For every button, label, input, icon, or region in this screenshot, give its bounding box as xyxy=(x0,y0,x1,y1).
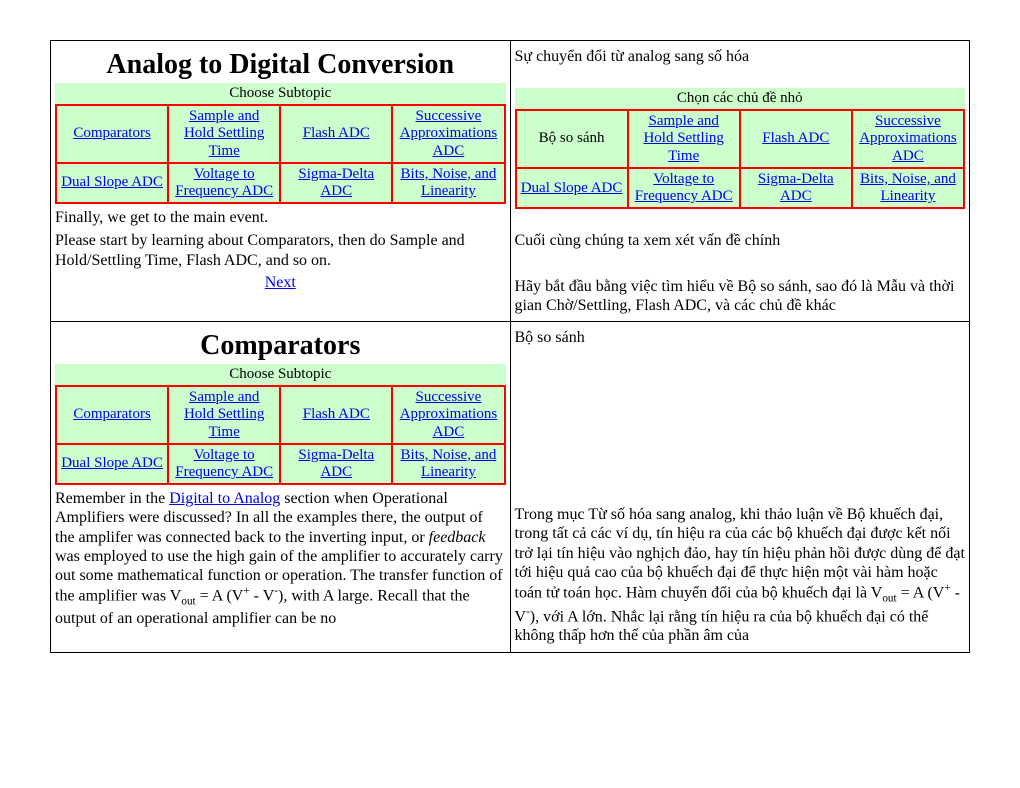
link-bits-noise[interactable]: Bits, Noise, and Linearity xyxy=(401,166,497,199)
intro-p1: Finally, we get to the main event. xyxy=(55,208,506,227)
nav-grid-left-2: Comparators Sample and Hold Settling Tim… xyxy=(55,385,506,485)
nav-bits-noise-vn[interactable]: Bits, Noise, and Linearity xyxy=(852,168,964,209)
nav-grid-left-1: Comparators Sample and Hold Settling Tim… xyxy=(55,104,506,204)
section-2-left-cell: Comparators Choose Subtopic Comparators … xyxy=(51,322,511,653)
nav-comparators[interactable]: Comparators xyxy=(56,105,168,163)
link-comparators[interactable]: Comparators xyxy=(73,125,150,141)
nav-dual-slope[interactable]: Dual Slope ADC xyxy=(56,163,168,204)
link-sigma-delta-vn[interactable]: Sigma-Delta ADC xyxy=(758,171,834,204)
p-mid3-vn: ), với A lớn. Nhắc lại rằng tín hiệu ra … xyxy=(515,608,929,644)
link-sigma-delta[interactable]: Sigma-Delta ADC xyxy=(298,166,374,199)
right-title-1: Sự chuyển đổi từ analog sang số hóa xyxy=(515,47,966,66)
link2-bits-noise[interactable]: Bits, Noise, and Linearity xyxy=(401,447,497,480)
p-mid-vn: = A (V xyxy=(897,584,945,601)
nav-comparators-vn[interactable]: Bộ so sánh xyxy=(516,110,628,168)
intro-p2-vn: Hãy bắt đầu bằng việc tìm hiểu về Bộ so … xyxy=(515,277,966,315)
sub-out-vn: out xyxy=(882,592,896,604)
nav-flash-adc[interactable]: Flash ADC xyxy=(280,105,392,163)
nav-flash-adc-vn[interactable]: Flash ADC xyxy=(740,110,852,168)
nav2-vtof[interactable]: Voltage to Frequency ADC xyxy=(168,444,280,485)
section-1-left-cell: Analog to Digital Conversion Choose Subt… xyxy=(51,41,511,322)
p-mid2: - V xyxy=(250,588,275,605)
choose-subtopic-label-2: Choose Subtopic xyxy=(55,364,506,385)
nav-dual-slope-vn[interactable]: Dual Slope ADC xyxy=(516,168,628,209)
nav2-comparators[interactable]: Comparators xyxy=(56,386,168,444)
outer-table: Analog to Digital Conversion Choose Subt… xyxy=(50,40,970,653)
comparators-paragraph-vn: Trong mục Từ số hóa sang analog, khi thả… xyxy=(515,505,966,645)
section-1-row: Analog to Digital Conversion Choose Subt… xyxy=(51,41,970,322)
nav-sample-hold-vn[interactable]: Sample and Hold Settling Time xyxy=(628,110,740,168)
nav-successive-vn[interactable]: Successive Approximations ADC xyxy=(852,110,964,168)
link-dual-slope-vn[interactable]: Dual Slope ADC xyxy=(521,180,623,196)
feedback-em: feedback xyxy=(429,529,486,546)
link2-comparators[interactable]: Comparators xyxy=(73,406,150,422)
nav-successive[interactable]: Successive Approximations ADC xyxy=(392,105,504,163)
link2-sample-hold[interactable]: Sample and Hold Settling Time xyxy=(184,389,264,440)
intro-p1-vn: Cuối cùng chúng ta xem xét vấn đề chính xyxy=(515,231,966,250)
link-successive-vn[interactable]: Successive Approximations ADC xyxy=(859,113,957,164)
nav-bits-noise[interactable]: Bits, Noise, and Linearity xyxy=(392,163,504,204)
nav2-successive[interactable]: Successive Approximations ADC xyxy=(392,386,504,444)
page-title: Analog to Digital Conversion xyxy=(55,49,506,81)
link2-vtof[interactable]: Voltage to Frequency ADC xyxy=(175,447,273,480)
link2-dual-slope[interactable]: Dual Slope ADC xyxy=(61,455,163,471)
section-2-right-cell: Bộ so sánh Trong mục Từ số hóa sang anal… xyxy=(510,322,970,653)
intro-p2: Please start by learning about Comparato… xyxy=(55,231,506,269)
nav2-flash-adc[interactable]: Flash ADC xyxy=(280,386,392,444)
next-link[interactable]: Next xyxy=(265,274,296,291)
link-flash-adc-vn[interactable]: Flash ADC xyxy=(762,130,829,146)
sub-out: out xyxy=(181,596,195,608)
link-sample-hold[interactable]: Sample and Hold Settling Time xyxy=(184,108,264,159)
link2-flash-adc[interactable]: Flash ADC xyxy=(303,406,370,422)
nav-vtof[interactable]: Voltage to Frequency ADC xyxy=(168,163,280,204)
nav-grid-right-1: Bộ so sánh Sample and Hold Settling Time… xyxy=(515,109,966,209)
nav2-sigma-delta[interactable]: Sigma-Delta ADC xyxy=(280,444,392,485)
comparators-title: Comparators xyxy=(55,330,506,362)
link-dual-slope[interactable]: Dual Slope ADC xyxy=(61,174,163,190)
right-title-2: Bộ so sánh xyxy=(515,328,966,347)
nav2-dual-slope[interactable]: Dual Slope ADC xyxy=(56,444,168,485)
nav-sigma-delta-vn[interactable]: Sigma-Delta ADC xyxy=(740,168,852,209)
nav-sample-hold[interactable]: Sample and Hold Settling Time xyxy=(168,105,280,163)
text-comparators-vn: Bộ so sánh xyxy=(539,130,605,146)
nav2-bits-noise[interactable]: Bits, Noise, and Linearity xyxy=(392,444,504,485)
comparators-paragraph: Remember in the Digital to Analog sectio… xyxy=(55,489,506,628)
choose-subtopic-label-vn: Chọn các chủ đề nhỏ xyxy=(515,88,966,109)
digital-to-analog-link[interactable]: Digital to Analog xyxy=(169,490,280,507)
p-pre: Remember in the xyxy=(55,490,169,507)
choose-subtopic-label: Choose Subtopic xyxy=(55,83,506,104)
link-flash-adc[interactable]: Flash ADC xyxy=(303,125,370,141)
link2-sigma-delta[interactable]: Sigma-Delta ADC xyxy=(298,447,374,480)
next-wrapper: Next xyxy=(55,274,506,292)
link-successive[interactable]: Successive Approximations ADC xyxy=(400,108,498,159)
link2-successive[interactable]: Successive Approximations ADC xyxy=(400,389,498,440)
nav-vtof-vn[interactable]: Voltage to Frequency ADC xyxy=(628,168,740,209)
link-sample-hold-vn[interactable]: Sample and Hold Settling Time xyxy=(643,113,723,164)
link-vtof-vn[interactable]: Voltage to Frequency ADC xyxy=(635,171,733,204)
nav-sigma-delta[interactable]: Sigma-Delta ADC xyxy=(280,163,392,204)
p-mid: = A (V xyxy=(196,588,244,605)
link-bits-noise-vn[interactable]: Bits, Noise, and Linearity xyxy=(860,171,956,204)
nav2-sample-hold[interactable]: Sample and Hold Settling Time xyxy=(168,386,280,444)
link-vtof[interactable]: Voltage to Frequency ADC xyxy=(175,166,273,199)
section-2-row: Comparators Choose Subtopic Comparators … xyxy=(51,322,970,653)
section-1-right-cell: Sự chuyển đổi từ analog sang số hóa Chọn… xyxy=(510,41,970,322)
